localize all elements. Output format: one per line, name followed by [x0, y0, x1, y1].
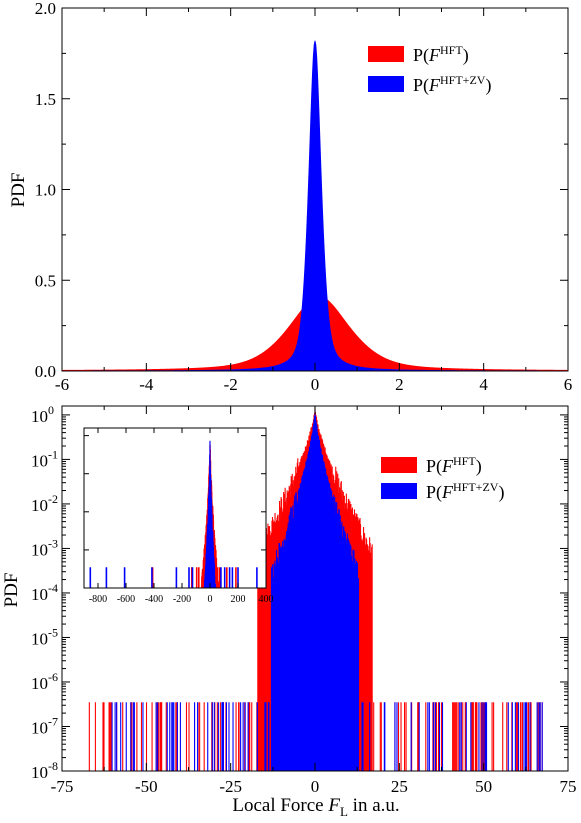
inset-xtick-label: 0	[208, 594, 213, 605]
bottom-xtick-label: -25	[219, 777, 242, 796]
inset-xtick-label: -600	[117, 594, 135, 605]
top-ytick-label: 1.0	[35, 181, 56, 200]
bottom-ytick-exponent: -3	[48, 536, 58, 550]
bottom-ylabel: PDF	[1, 573, 22, 608]
bottom-xtick-label: 75	[560, 777, 577, 796]
top-axes: -6 -4 -2 0 2 4 6 0.0 0.5 1.0 1.5 2.0	[35, 0, 573, 394]
bottom-ytick-exponent: -1	[48, 447, 58, 461]
top-xtick-label: 4	[479, 375, 488, 394]
bottom-legend: P(FHFT) P(FHFT+ZV)	[381, 454, 504, 503]
bottom-xtick-label: -50	[135, 777, 158, 796]
top-ytick-label: 0.5	[35, 271, 56, 290]
top-xtick-label: 0	[311, 375, 320, 394]
bottom-ytick-label: 10	[31, 763, 48, 782]
inset-series-hft-zv	[89, 440, 258, 588]
bottom-panel: -75 -50 -25 0 25 50 7510-810-710-610-510-410-3…	[1, 403, 577, 819]
bottom-ytick-label: 10	[31, 451, 48, 470]
inset-plot: -800 -600 -400 -200 0 200 400	[83, 427, 274, 605]
bottom-xtick-label: 50	[475, 777, 492, 796]
series-hft-zv-area	[61, 40, 569, 372]
bottom-ytick-exponent: -8	[48, 759, 58, 773]
inset-background	[84, 428, 266, 588]
bottom-ytick-exponent: -4	[48, 581, 58, 595]
inset-xtick-label: 200	[231, 594, 246, 605]
bottom-xtick-label: 0	[311, 777, 320, 796]
bottom-ytick-label: 10	[31, 585, 48, 604]
top-ytick-label: 1.5	[35, 90, 56, 109]
bottom-ytick-exponent: -6	[48, 670, 58, 684]
bottom-ytick-label: 10	[31, 674, 48, 693]
bottom-axes: -75 -50 -25 0 25 50 7510-810-710-610-510-410-3…	[31, 403, 577, 796]
bottom-ytick-exponent: -2	[48, 492, 58, 506]
bottom-xlabel: Local Force FL in a.u.	[232, 795, 399, 819]
inset-xtick-label: -800	[89, 594, 107, 605]
inset-frame	[83, 427, 267, 589]
bottom-ytick-exponent: -5	[48, 625, 58, 639]
inset-xtick-label: -400	[145, 594, 163, 605]
bottom-ytick-exponent: 0	[48, 403, 54, 417]
bottom-legend-label-hft-zv: P(FHFT+ZV)	[426, 480, 504, 503]
top-xtick-label: 6	[564, 375, 573, 394]
bottom-ytick-exponent: -7	[48, 714, 58, 728]
top-panel: -6 -4 -2 0 2 4 6 0.0 0.5 1.0 1.5 2.0 PDF P(FHFT) P(…	[8, 0, 572, 394]
top-xtick-label: 2	[395, 375, 404, 394]
bottom-legend-label-hft: P(FHFT)	[426, 454, 482, 477]
bottom-ytick-label: 10	[31, 718, 48, 737]
bottom-ytick-label: 10	[31, 540, 48, 559]
area-top-blue	[61, 40, 569, 372]
top-ytick-label: 2.0	[35, 0, 56, 18]
inset-xtick-label: -200	[173, 594, 191, 605]
top-legend-swatch-hft-zv	[368, 76, 404, 92]
top-xtick-label: -2	[224, 375, 238, 394]
top-legend: P(FHFT) P(FHFT+ZV)	[368, 43, 491, 96]
bottom-legend-swatch-hft	[381, 457, 417, 473]
top-legend-swatch-hft	[368, 46, 404, 62]
bottom-xtick-label: -75	[51, 777, 74, 796]
top-ytick-label: 0.0	[35, 362, 56, 381]
bottom-ytick-label: 10	[31, 407, 48, 426]
inset-axes: -800 -600 -400 -200 0 200 400	[84, 428, 274, 605]
bottom-ytick-label: 10	[31, 629, 48, 648]
top-legend-label-hft-zv: P(FHFT+ZV)	[413, 73, 491, 96]
bottom-xtick-label: 25	[391, 777, 408, 796]
series-hft-zv-histogram	[111, 409, 543, 771]
top-xtick-label: -6	[55, 375, 69, 394]
bottom-legend-swatch-hft-zv	[381, 483, 417, 499]
bottom-ytick-label: 10	[31, 496, 48, 515]
top-xtick-label: -4	[139, 375, 154, 394]
top-legend-label-hft: P(FHFT)	[413, 43, 469, 66]
inset-xtick-label: 400	[259, 594, 274, 605]
top-ylabel: PDF	[8, 173, 29, 208]
